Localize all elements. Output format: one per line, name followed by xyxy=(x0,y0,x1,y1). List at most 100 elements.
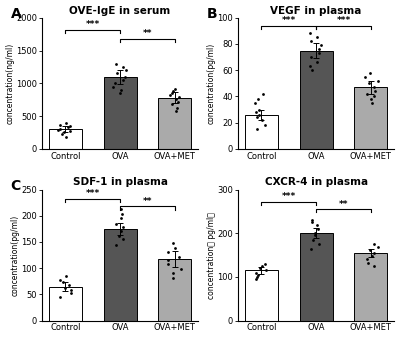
Point xyxy=(114,71,120,76)
Point xyxy=(164,258,171,263)
Point xyxy=(309,68,316,73)
Point xyxy=(118,212,125,217)
Point xyxy=(175,99,181,104)
Point xyxy=(308,54,314,60)
Bar xyxy=(158,98,191,149)
Point xyxy=(318,43,325,48)
Point xyxy=(120,237,126,242)
Point xyxy=(308,217,315,223)
Point xyxy=(165,250,172,255)
Point xyxy=(362,74,368,79)
Point xyxy=(253,270,260,275)
Point xyxy=(365,260,371,266)
Point xyxy=(112,242,119,247)
Point xyxy=(173,96,179,102)
Point xyxy=(366,70,373,75)
Point xyxy=(169,102,175,107)
Point xyxy=(63,135,69,140)
Text: ***: *** xyxy=(86,189,100,198)
Point xyxy=(262,261,268,267)
Bar xyxy=(104,229,136,321)
Point xyxy=(368,96,374,102)
Point xyxy=(112,61,119,66)
Point xyxy=(62,285,68,290)
Point xyxy=(316,50,322,56)
Point xyxy=(167,92,173,98)
Point xyxy=(312,233,319,238)
Point xyxy=(316,47,322,52)
Point xyxy=(374,244,381,250)
Point xyxy=(370,241,377,247)
Point xyxy=(312,231,318,236)
Point xyxy=(120,64,126,70)
Title: CXCR-4 in plasma: CXCR-4 in plasma xyxy=(264,177,368,187)
Title: OVE-IgE in serum: OVE-IgE in serum xyxy=(70,5,171,16)
Point xyxy=(314,59,320,65)
Point xyxy=(309,220,315,225)
Point xyxy=(59,132,65,137)
Point xyxy=(116,233,122,238)
Point xyxy=(253,110,260,115)
Y-axis label: concentration(pg/ml): concentration(pg/ml) xyxy=(207,43,216,124)
Point xyxy=(68,288,75,293)
Bar xyxy=(49,129,82,149)
Point xyxy=(370,263,377,269)
Text: B: B xyxy=(206,7,217,21)
Point xyxy=(122,68,129,73)
Point xyxy=(259,117,266,123)
Bar xyxy=(354,253,387,321)
Point xyxy=(306,64,313,69)
Point xyxy=(314,35,321,40)
Point xyxy=(67,291,74,296)
Bar xyxy=(300,233,332,321)
Point xyxy=(66,282,72,288)
Point xyxy=(256,112,262,118)
Point xyxy=(67,123,73,129)
Point xyxy=(314,223,320,228)
Point xyxy=(308,39,314,44)
Point xyxy=(118,87,124,93)
Text: A: A xyxy=(10,7,21,21)
Bar xyxy=(104,77,136,149)
Point xyxy=(256,107,262,112)
Point xyxy=(252,100,258,106)
Title: VEGF in plasma: VEGF in plasma xyxy=(270,5,362,16)
Point xyxy=(63,121,70,126)
Point xyxy=(316,241,322,247)
Point xyxy=(314,226,321,232)
Point xyxy=(253,276,259,282)
Point xyxy=(60,280,66,285)
Point xyxy=(173,108,180,114)
Text: **: ** xyxy=(339,199,348,209)
Point xyxy=(308,246,314,251)
Text: **: ** xyxy=(143,197,152,206)
Point xyxy=(170,275,176,280)
Point xyxy=(374,78,381,83)
Point xyxy=(170,240,176,246)
Point xyxy=(165,261,171,267)
Point xyxy=(364,257,370,262)
Point xyxy=(259,263,265,269)
Point xyxy=(120,224,126,230)
Point xyxy=(118,229,124,234)
Point xyxy=(120,77,126,83)
Point xyxy=(57,122,63,127)
Point xyxy=(122,74,128,79)
Point xyxy=(371,84,377,90)
Point xyxy=(57,126,63,131)
Bar xyxy=(49,287,82,321)
Y-axis label: concentration(pg/ml): concentration(pg/ml) xyxy=(11,214,20,296)
Point xyxy=(170,89,176,94)
Point xyxy=(254,115,261,120)
Point xyxy=(369,100,376,106)
Bar xyxy=(158,259,191,321)
Point xyxy=(118,216,124,221)
Text: **: ** xyxy=(143,29,152,38)
Text: ***: *** xyxy=(336,16,351,25)
Point xyxy=(169,91,175,96)
Point xyxy=(260,91,266,97)
Point xyxy=(118,207,124,212)
Point xyxy=(67,128,74,134)
Point xyxy=(112,221,119,226)
Point xyxy=(61,130,68,135)
